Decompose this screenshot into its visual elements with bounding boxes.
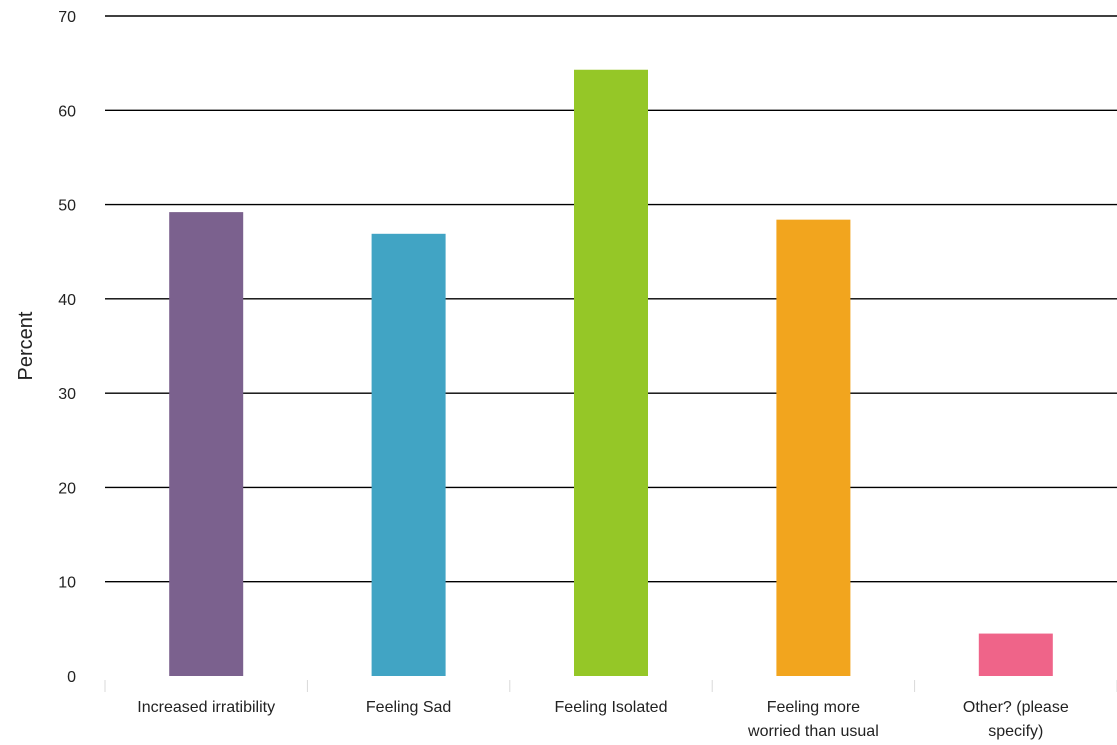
y-tick-label: 60 bbox=[58, 103, 76, 120]
y-axis-title: Percent bbox=[15, 311, 37, 380]
x-tick-label: Feeling Sad bbox=[366, 699, 451, 716]
y-tick-label: 70 bbox=[58, 9, 76, 26]
bar bbox=[776, 219, 851, 676]
x-tick-label: worried than usual bbox=[747, 723, 879, 740]
y-tick-label: 10 bbox=[58, 575, 76, 592]
x-tick-label: Other? (please bbox=[963, 699, 1069, 716]
x-axis-labels: Increased irratibility Feeling Sad Feeling… bbox=[137, 699, 1069, 740]
y-tick-label: 50 bbox=[58, 198, 76, 215]
x-axis-separators bbox=[104, 680, 1117, 692]
bar bbox=[574, 69, 648, 676]
y-tick-label: 20 bbox=[58, 480, 76, 497]
x-tick-label: Feeling Isolated bbox=[555, 699, 668, 716]
x-tick-label: Feeling more bbox=[767, 699, 860, 716]
x-tick-label: specify) bbox=[988, 723, 1043, 740]
y-axis-ticks: 0 10 20 30 40 50 60 70 bbox=[58, 9, 76, 686]
x-tick-label: Increased irratibility bbox=[137, 699, 275, 716]
bar bbox=[371, 233, 446, 677]
y-tick-label: 40 bbox=[58, 292, 76, 309]
bar bbox=[169, 212, 244, 676]
y-tick-label: 0 bbox=[67, 669, 76, 686]
bar bbox=[978, 633, 1053, 676]
bars bbox=[169, 69, 1053, 677]
y-tick-label: 30 bbox=[58, 386, 76, 403]
